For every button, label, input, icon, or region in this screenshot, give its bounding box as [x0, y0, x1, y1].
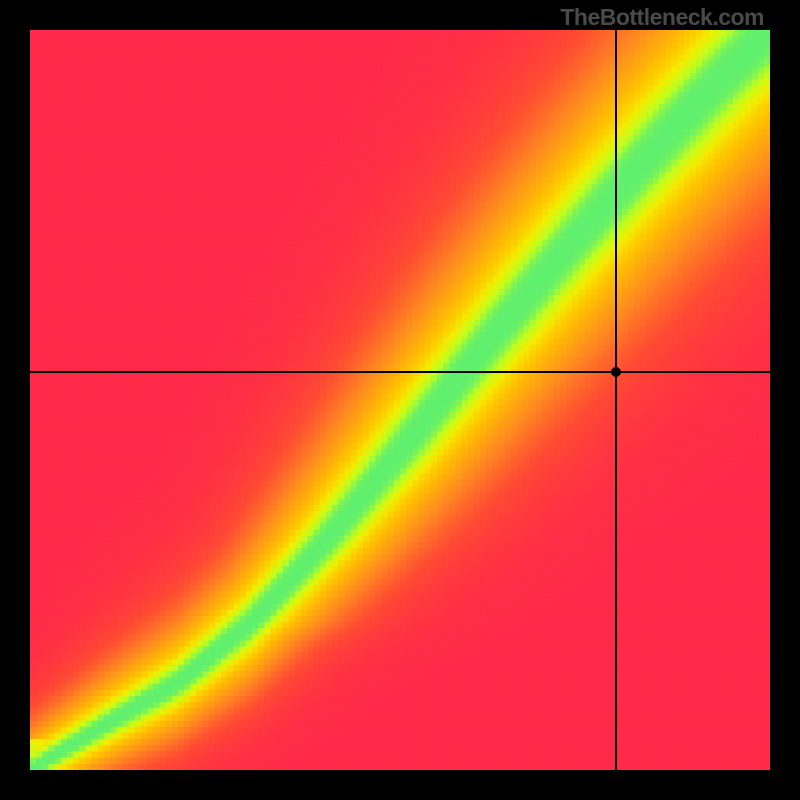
- crosshair-vertical: [615, 30, 617, 770]
- crosshair-dot: [611, 367, 621, 377]
- crosshair-horizontal: [30, 371, 770, 373]
- bottleneck-heatmap: [30, 30, 770, 770]
- watermark-text: TheBottleneck.com: [560, 4, 764, 31]
